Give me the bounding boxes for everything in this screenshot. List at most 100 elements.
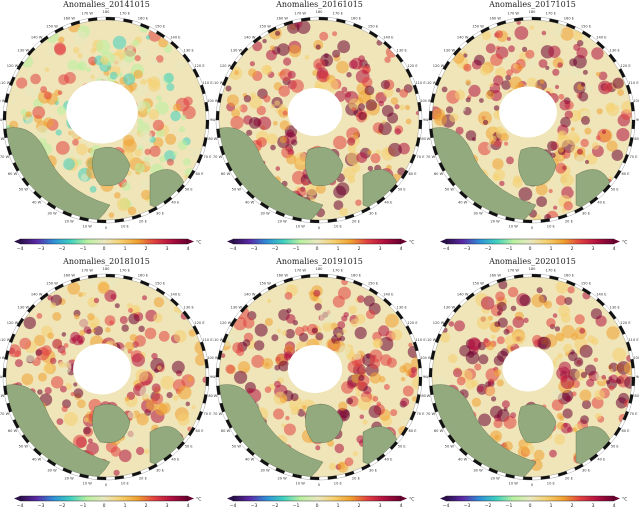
anomaly-patch bbox=[38, 372, 47, 382]
anomaly-patch bbox=[73, 434, 87, 449]
longitude-label: 110 W bbox=[0, 81, 11, 85]
anomaly-patch bbox=[357, 396, 372, 411]
anomaly-patch bbox=[153, 313, 163, 323]
anomaly-patch bbox=[491, 334, 496, 339]
longitude-label: 50 E bbox=[185, 187, 194, 191]
anomaly-patch bbox=[150, 58, 158, 66]
anomaly-patch bbox=[252, 41, 263, 52]
anomaly-patch bbox=[557, 62, 563, 68]
longitude-label: 180 bbox=[529, 267, 537, 271]
anomaly-patch bbox=[590, 308, 602, 320]
anomaly-patch bbox=[230, 116, 244, 130]
anomaly-patch bbox=[567, 426, 573, 433]
longitude-label: 160 E bbox=[138, 17, 149, 21]
anomaly-patch bbox=[286, 154, 297, 165]
anomaly-patch bbox=[63, 158, 75, 171]
longitude-label: 160 E bbox=[138, 274, 149, 278]
longitude-label: 90 W bbox=[426, 118, 429, 122]
anomaly-patch bbox=[347, 144, 357, 153]
longitude-label: 100 W bbox=[426, 99, 432, 103]
longitude-label: 30 W bbox=[260, 469, 270, 473]
anomaly-patch bbox=[548, 188, 553, 194]
longitude-label: 150 E bbox=[155, 25, 166, 29]
anomaly-patch bbox=[118, 449, 132, 463]
anomaly-patch bbox=[496, 336, 505, 345]
longitude-label: 120 W bbox=[7, 321, 19, 325]
colorbar-tick-label: −3 bbox=[251, 246, 258, 252]
anomaly-patch bbox=[339, 335, 346, 342]
longitude-label: 100 W bbox=[0, 356, 6, 360]
anomaly-patch bbox=[40, 86, 47, 93]
anomaly-patch bbox=[266, 298, 272, 304]
longitude-label: 140 E bbox=[170, 35, 181, 39]
sea-ice bbox=[66, 80, 138, 144]
anomaly-patch bbox=[263, 95, 271, 103]
anomaly-patch bbox=[312, 69, 319, 77]
anomaly-patch bbox=[554, 434, 566, 445]
longitude-label: 10 W bbox=[83, 481, 93, 485]
map-panel-2020: Anomalies_20201015 0 10 E 20 E 30 E 40 E 50 E… bbox=[426, 257, 639, 514]
sea-ice bbox=[287, 88, 343, 136]
anomaly-patch bbox=[563, 343, 573, 354]
anomaly-patch bbox=[63, 412, 78, 426]
anomaly-patch bbox=[61, 405, 68, 413]
anomaly-patch bbox=[608, 385, 615, 391]
anomaly-patch bbox=[525, 49, 535, 59]
anomaly-patch bbox=[191, 405, 196, 410]
frame-segment bbox=[105, 476, 116, 481]
longitude-label: 60 E bbox=[196, 172, 205, 176]
anomaly-patch bbox=[548, 45, 561, 58]
anomaly-patch bbox=[350, 57, 363, 70]
anomaly-patch bbox=[606, 140, 618, 152]
anomaly-patch bbox=[273, 408, 285, 420]
anomaly-patch bbox=[270, 104, 276, 109]
longitude-label: 130 E bbox=[610, 49, 621, 53]
anomaly-patch bbox=[302, 405, 307, 410]
anomaly-patch bbox=[465, 130, 477, 141]
colorbar-max-arrow bbox=[614, 496, 620, 501]
frame-segment bbox=[531, 219, 542, 224]
colorbar-tick-label: −1 bbox=[293, 246, 300, 252]
anomaly-patch bbox=[453, 368, 463, 378]
longitude-label: 140 E bbox=[596, 35, 607, 39]
anomaly-patch bbox=[183, 96, 193, 106]
anomaly-patch bbox=[108, 212, 115, 218]
anomaly-patch bbox=[164, 150, 176, 162]
anomaly-patch bbox=[605, 379, 611, 385]
anomaly-patch bbox=[560, 313, 571, 323]
longitude-label: 60 W bbox=[8, 429, 18, 433]
longitude-label: 0 bbox=[318, 483, 321, 487]
anomaly-patch bbox=[126, 42, 135, 51]
longitude-label: 40 W bbox=[458, 201, 468, 205]
anomaly-patch bbox=[489, 139, 495, 145]
frame-segment bbox=[631, 119, 636, 130]
longitude-label: 160 W bbox=[276, 17, 288, 21]
anomaly-patch bbox=[478, 354, 489, 365]
longitude-label: 20 E bbox=[139, 220, 148, 224]
map-area bbox=[219, 20, 419, 220]
longitude-label: 180 bbox=[103, 267, 111, 271]
anomaly-patch bbox=[504, 335, 517, 347]
anomaly-patch bbox=[362, 419, 368, 425]
longitude-label: 140 W bbox=[31, 35, 43, 39]
anomaly-patch bbox=[134, 149, 143, 157]
anomaly-patch bbox=[410, 366, 418, 373]
longitude-label: 150 E bbox=[581, 25, 592, 29]
anomaly-patch bbox=[78, 339, 84, 345]
sea-ice bbox=[502, 346, 554, 392]
anomaly-patch bbox=[388, 142, 402, 157]
longitude-label: 110 E bbox=[628, 338, 639, 342]
colorbar-tick-label: −3 bbox=[464, 246, 471, 252]
anomaly-patch bbox=[185, 401, 190, 407]
longitude-label: 60 W bbox=[8, 172, 18, 176]
colorbar-tick-label: 0 bbox=[103, 503, 106, 509]
anomaly-patch bbox=[580, 371, 587, 379]
anomaly-patch bbox=[139, 386, 152, 399]
longitude-label: 170 E bbox=[333, 269, 344, 273]
anomaly-patch bbox=[75, 154, 81, 160]
anomaly-patch bbox=[378, 121, 392, 136]
anomaly-patch bbox=[177, 140, 188, 151]
colorbar-tick-label: −2 bbox=[59, 246, 66, 252]
longitude-label: 80 W bbox=[426, 137, 431, 141]
longitude-label: 60 E bbox=[622, 172, 631, 176]
